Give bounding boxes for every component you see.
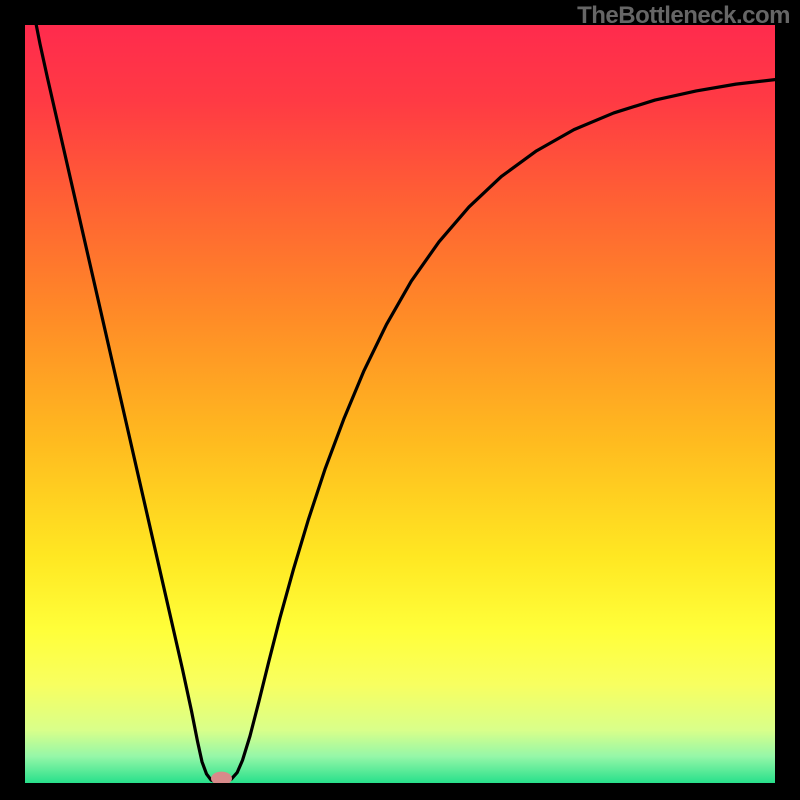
watermark-text: TheBottleneck.com: [577, 2, 790, 30]
bottleneck-chart: [25, 25, 775, 783]
gradient-background: [25, 25, 775, 783]
chart-frame: TheBottleneck.com: [0, 0, 800, 800]
